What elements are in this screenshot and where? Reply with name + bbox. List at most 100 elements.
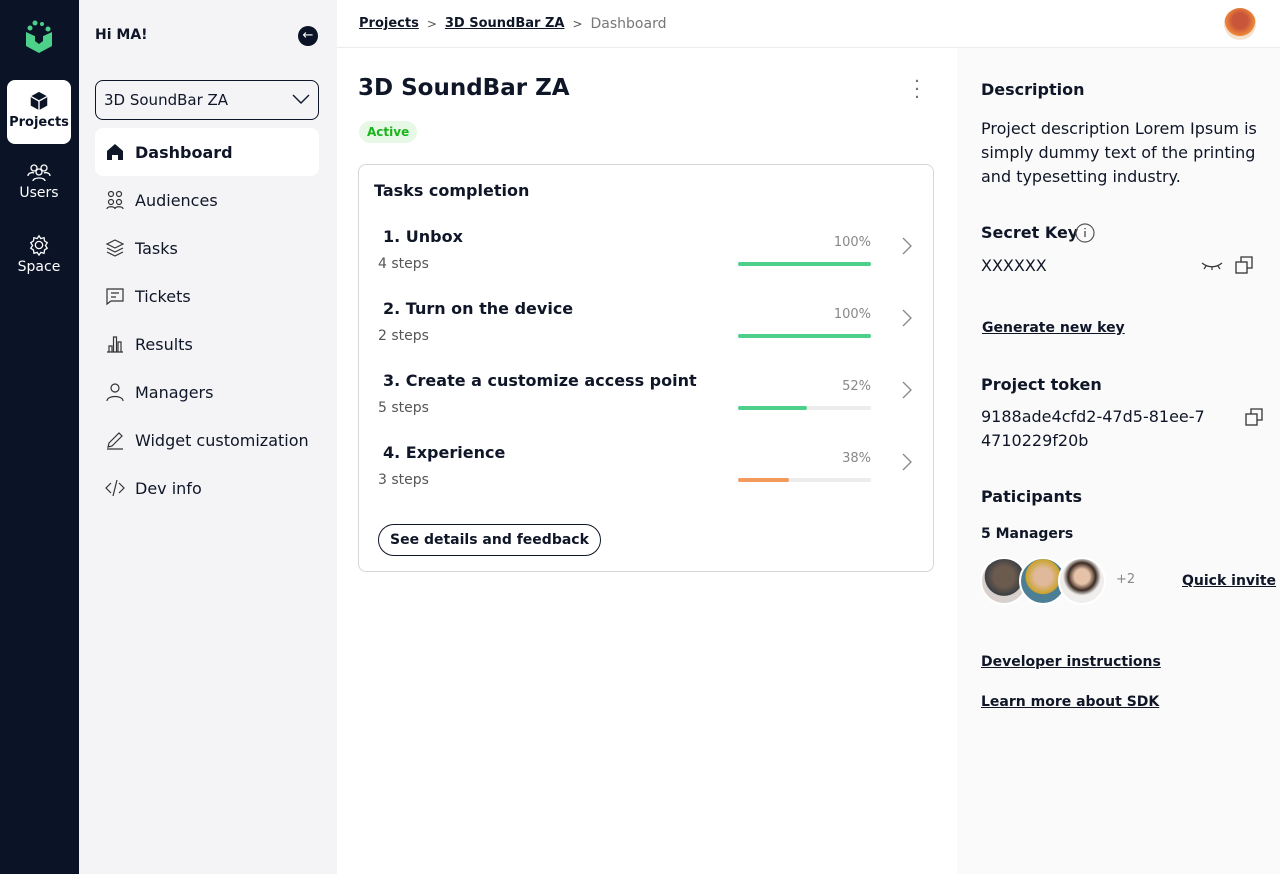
sidebar-item-label: Tasks [135, 238, 178, 258]
sidebar-item-widget-customization[interactable]: Widget customization [95, 416, 319, 464]
progress-bar [738, 478, 871, 482]
breadcrumb-current: Dashboard [590, 15, 667, 32]
task-name: 1. Unbox [383, 227, 463, 246]
task-steps: 2 steps [378, 328, 429, 344]
copy-icon[interactable] [1245, 408, 1263, 426]
progress-bar [738, 406, 871, 410]
task-steps: 4 steps [378, 256, 429, 272]
sidebar-item-label: Widget customization [135, 430, 309, 450]
task-percent: 100% [833, 307, 871, 322]
code-icon [105, 479, 125, 497]
sidebar-item-dev-info[interactable]: Dev info [95, 464, 319, 512]
sidebar-item-managers[interactable]: Managers [95, 368, 319, 416]
user-icon [106, 383, 124, 402]
sidebar-item-label: Managers [135, 382, 214, 402]
progress-bar [738, 262, 871, 266]
chevron-right-icon: > [572, 16, 583, 31]
task-percent: 100% [833, 235, 871, 250]
rail-label: Users [19, 185, 59, 201]
sidebar-item-results[interactable]: Results [95, 320, 319, 368]
developer-instructions-link[interactable]: Developer instructions [981, 654, 1161, 670]
users-icon [27, 164, 51, 182]
tasks-completion-card: Tasks completion 1. Unbox 4 steps 100% 2… [358, 164, 934, 572]
task-percent: 52% [842, 379, 871, 394]
project-select[interactable]: 3D SoundBar ZA [95, 80, 319, 120]
sidebar-item-dashboard[interactable]: Dashboard [95, 128, 319, 176]
info-icon[interactable] [1075, 223, 1095, 243]
progress-fill [738, 406, 808, 410]
greeting: Hi MA! [95, 27, 148, 43]
sidebar-item-label: Dashboard [135, 142, 233, 162]
sidebar-nav: Dashboard Audiences Tasks Tickets Result… [95, 128, 319, 512]
copy-icon[interactable] [1235, 256, 1253, 274]
task-steps: 3 steps [378, 472, 429, 488]
bar-chart-icon [107, 336, 123, 353]
generate-new-key-link[interactable]: Generate new key [982, 320, 1125, 336]
sidebar-item-audiences[interactable]: Audiences [95, 176, 319, 224]
chevron-right-icon[interactable] [902, 237, 912, 255]
project-info-panel: Description Project description Lorem Ip… [957, 48, 1280, 874]
sidebar-item-label: Tickets [135, 286, 191, 306]
task-name: 2. Turn on the device [383, 299, 574, 318]
chevron-right-icon[interactable] [902, 381, 912, 399]
breadcrumb-project[interactable]: 3D SoundBar ZA [444, 16, 565, 31]
progress-bar [738, 334, 871, 338]
gear-icon [29, 234, 49, 256]
sidebar-item-tasks[interactable]: Tasks [95, 224, 319, 272]
learn-sdk-link[interactable]: Learn more about SDK [981, 694, 1160, 710]
project-token-title: Project token [981, 375, 1102, 394]
rail-item-projects[interactable]: Projects [7, 80, 71, 144]
chevron-right-icon[interactable] [902, 453, 912, 471]
layers-icon [105, 239, 125, 257]
description-text: Project description Lorem Ipsum is simpl… [981, 119, 1257, 186]
task-row[interactable]: 4. Experience 3 steps 38% [359, 443, 933, 515]
rail-item-space[interactable]: Space [7, 224, 71, 288]
sidebar-item-tickets[interactable]: Tickets [95, 272, 319, 320]
task-row[interactable]: 1. Unbox 4 steps 100% [359, 227, 933, 299]
progress-fill [738, 478, 789, 482]
rail-label: Space [17, 259, 61, 275]
audiences-icon [106, 190, 124, 210]
task-name: 4. Experience [383, 443, 506, 462]
quick-invite-link[interactable]: Quick invite [1182, 573, 1277, 589]
main-content: 3D SoundBar ZA · · · Active Tasks completi… [337, 48, 957, 874]
page-title: 3D SoundBar ZA [358, 75, 570, 101]
status-badge: Active [359, 121, 418, 143]
secret-key-value: XXXXXX [981, 256, 1047, 275]
rail-item-users[interactable]: Users [7, 152, 71, 216]
card-title: Tasks completion [374, 181, 530, 200]
cube-icon [30, 91, 48, 111]
chevron-down-icon [292, 94, 310, 104]
task-row[interactable]: 3. Create a customize access point 5 ste… [359, 371, 933, 443]
logo-icon [26, 20, 52, 53]
user-avatar[interactable] [1224, 8, 1256, 40]
pencil-icon [107, 432, 123, 450]
task-row[interactable]: 2. Turn on the device 2 steps 100% [359, 299, 933, 371]
managers-count: 5 Managers [981, 526, 1074, 542]
progress-fill [738, 262, 871, 266]
project-token-line2: 4710229f20b [981, 431, 1089, 450]
breadcrumb-projects[interactable]: Projects [359, 16, 419, 31]
more-participants-count: +2 [1116, 572, 1136, 587]
sidebar: Hi MA! ← 3D SoundBar ZA Dashboard Audien… [79, 0, 337, 874]
sidebar-item-label: Audiences [135, 190, 218, 210]
chevron-right-icon: > [426, 16, 437, 31]
collapse-sidebar-button[interactable]: ← [298, 26, 318, 46]
task-steps: 5 steps [378, 400, 429, 416]
secret-key-title: Secret Key [981, 223, 1079, 242]
progress-fill [738, 334, 871, 338]
sidebar-item-label: Dev info [135, 478, 202, 498]
chevron-right-icon[interactable] [902, 309, 912, 327]
eye-closed-icon[interactable] [1201, 261, 1223, 271]
arrow-left-icon: ← [302, 28, 314, 43]
task-name: 3. Create a customize access point [383, 371, 697, 390]
see-details-button[interactable]: See details and feedback [378, 524, 601, 556]
task-percent: 38% [842, 451, 871, 466]
message-icon [106, 288, 124, 306]
more-options-icon[interactable]: · · · [914, 71, 920, 108]
participant-avatar[interactable] [1058, 557, 1106, 605]
participants-title: Paticipants [981, 487, 1083, 506]
home-icon [107, 144, 123, 160]
app-rail: Projects Users Space [0, 0, 79, 874]
description-title: Description [981, 80, 1085, 99]
